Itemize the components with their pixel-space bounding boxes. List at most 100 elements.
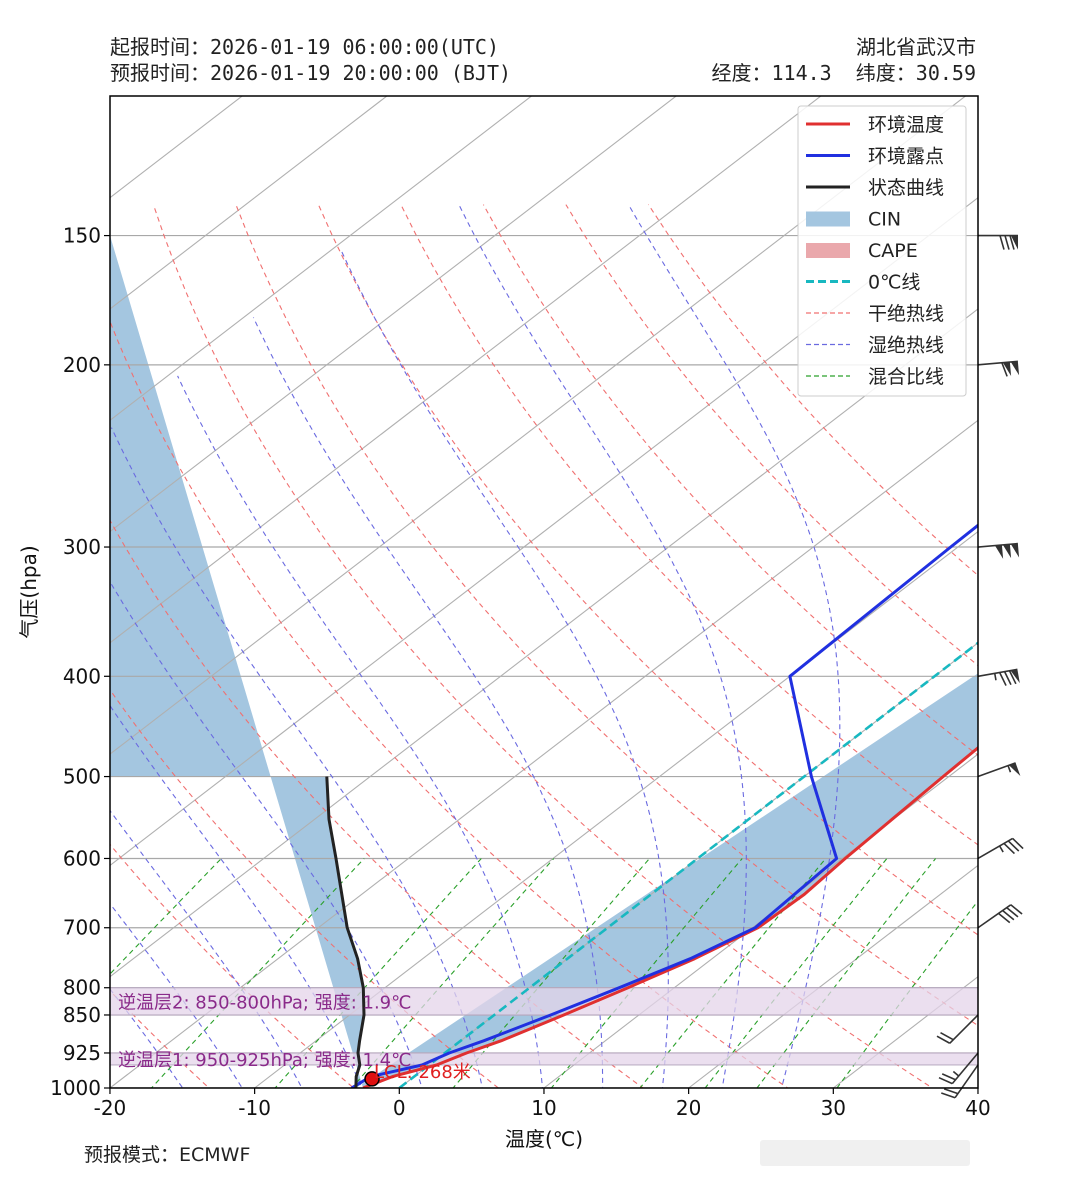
dry-adiabat	[482, 204, 978, 756]
isotherm	[688, 864, 978, 1088]
wind-barb-200	[977, 360, 1020, 377]
barb-full	[1004, 235, 1010, 250]
mixing-ratio-line	[110, 858, 222, 975]
y-tick-label: 1000	[50, 1076, 101, 1100]
legend-item: 状态曲线	[806, 177, 944, 199]
lcl-label: LCL: 268米	[374, 1062, 471, 1083]
barb-full	[1003, 671, 1012, 686]
legend-label: 环境温度	[868, 114, 944, 136]
y-tick-label: 850	[63, 1003, 101, 1027]
parcel-curve-line	[325, 776, 366, 1088]
barb-staff	[954, 1064, 979, 1099]
barb-full	[938, 1076, 953, 1085]
barb-pennant	[1010, 361, 1020, 376]
barb-full	[1010, 904, 1023, 915]
legend-label: 状态曲线	[868, 177, 944, 199]
wind-barb-150	[978, 234, 1018, 250]
y-tick-label: 400	[63, 664, 101, 688]
barb-pennant	[1010, 669, 1020, 684]
y-tick-label: 700	[63, 916, 101, 940]
inversion-band-2	[110, 1052, 978, 1066]
issue-time: 起报时间：2026-01-19 06:00:00(UTC)	[110, 35, 499, 59]
forecast-time: 预报时间：2026-01-19 20:00:00 (BJT)	[110, 61, 512, 85]
barb-full	[998, 672, 1007, 686]
wind-barb-950	[941, 1064, 979, 1099]
legend-label: CAPE	[868, 240, 918, 262]
isotherm	[110, 419, 978, 1088]
y-tick-label: 800	[63, 976, 101, 1000]
barb-half	[998, 845, 1004, 853]
moist-adiabat	[110, 580, 423, 1088]
barb-full	[940, 1031, 954, 1041]
moist-adiabat	[177, 375, 544, 1088]
y-tick-label: 150	[63, 224, 101, 248]
isotherm	[110, 96, 967, 755]
moist-adiabat	[110, 704, 363, 1088]
y-tick-label: 925	[63, 1041, 101, 1065]
wind-barb-400	[977, 668, 1020, 686]
x-tick-label: 0	[393, 1096, 406, 1120]
barb-full	[1009, 235, 1015, 250]
legend-item: 环境温度	[806, 114, 944, 136]
wind-barb-850	[936, 1014, 979, 1044]
barb-pennant	[994, 544, 1004, 559]
isotherm	[254, 530, 978, 1088]
x-tick-label: 10	[531, 1096, 556, 1120]
legend-swatch	[806, 211, 850, 227]
barb-staff	[949, 1014, 979, 1044]
legend-item: CAPE	[806, 240, 918, 262]
x-axis-label: 温度(℃)	[505, 1127, 583, 1151]
env-dewpoint-line	[350, 523, 978, 1088]
legend-item: 湿绝热线	[806, 335, 944, 357]
isotherm	[110, 96, 388, 310]
legend-item: 干绝热线	[806, 303, 944, 325]
y-tick-label: 200	[63, 353, 101, 377]
wind-barb-300	[977, 542, 1020, 559]
barb-full	[1006, 907, 1019, 918]
inversion-band-1	[110, 987, 978, 1016]
dry-adiabat	[400, 204, 978, 846]
barb-full	[943, 1088, 959, 1095]
barb-staff	[951, 1052, 979, 1085]
cin-area	[110, 235, 978, 1088]
model-label: 预报模式：ECMWF	[84, 1144, 251, 1166]
wind-barb-925	[938, 1052, 979, 1085]
legend-box	[797, 105, 967, 397]
y-axis-label: 气压(hpa)	[17, 545, 41, 638]
isotherm	[110, 96, 822, 644]
barb-staff	[977, 360, 1018, 366]
barb-full	[1012, 837, 1024, 850]
barb-full	[1008, 670, 1017, 685]
isotherm	[110, 96, 533, 421]
zero-degree-line	[398, 641, 978, 1088]
legend-item: 环境露点	[806, 146, 944, 168]
isotherm	[110, 308, 978, 978]
barb-pennant	[1011, 235, 1018, 250]
barb-pennant	[1009, 762, 1021, 777]
coordinates: 经度：114.3 纬度：30.59	[711, 61, 977, 85]
barb-full	[997, 912, 1011, 924]
wind-barb-600	[977, 837, 1024, 860]
legend-item: 0℃线	[806, 272, 920, 294]
barb-pennant	[1002, 544, 1012, 559]
moist-adiabat	[340, 250, 669, 1088]
legend-label: 干绝热线	[868, 303, 944, 325]
barb-full	[941, 1092, 956, 1099]
inversion-label-1: 逆温层2: 850-800hPa; 强度: 1.9℃	[118, 992, 411, 1013]
location-name: 湖北省武汉市	[856, 35, 976, 59]
legend-item: CIN	[806, 209, 901, 231]
y-tick-label: 500	[63, 765, 101, 789]
y-tick-label: 600	[63, 846, 101, 870]
legend-item: 混合比线	[806, 366, 944, 388]
legend-label: CIN	[868, 209, 901, 231]
dry-adiabat	[317, 204, 978, 936]
dry-adiabat	[152, 204, 934, 1088]
x-tick-label: -10	[238, 1096, 271, 1120]
isotherm	[977, 1087, 978, 1088]
moist-adiabat	[628, 204, 841, 1088]
wind-barb-700	[977, 904, 1023, 929]
dry-adiabat	[235, 204, 978, 1027]
legend-label: 湿绝热线	[868, 335, 944, 357]
y-tick-label: 300	[63, 535, 101, 559]
